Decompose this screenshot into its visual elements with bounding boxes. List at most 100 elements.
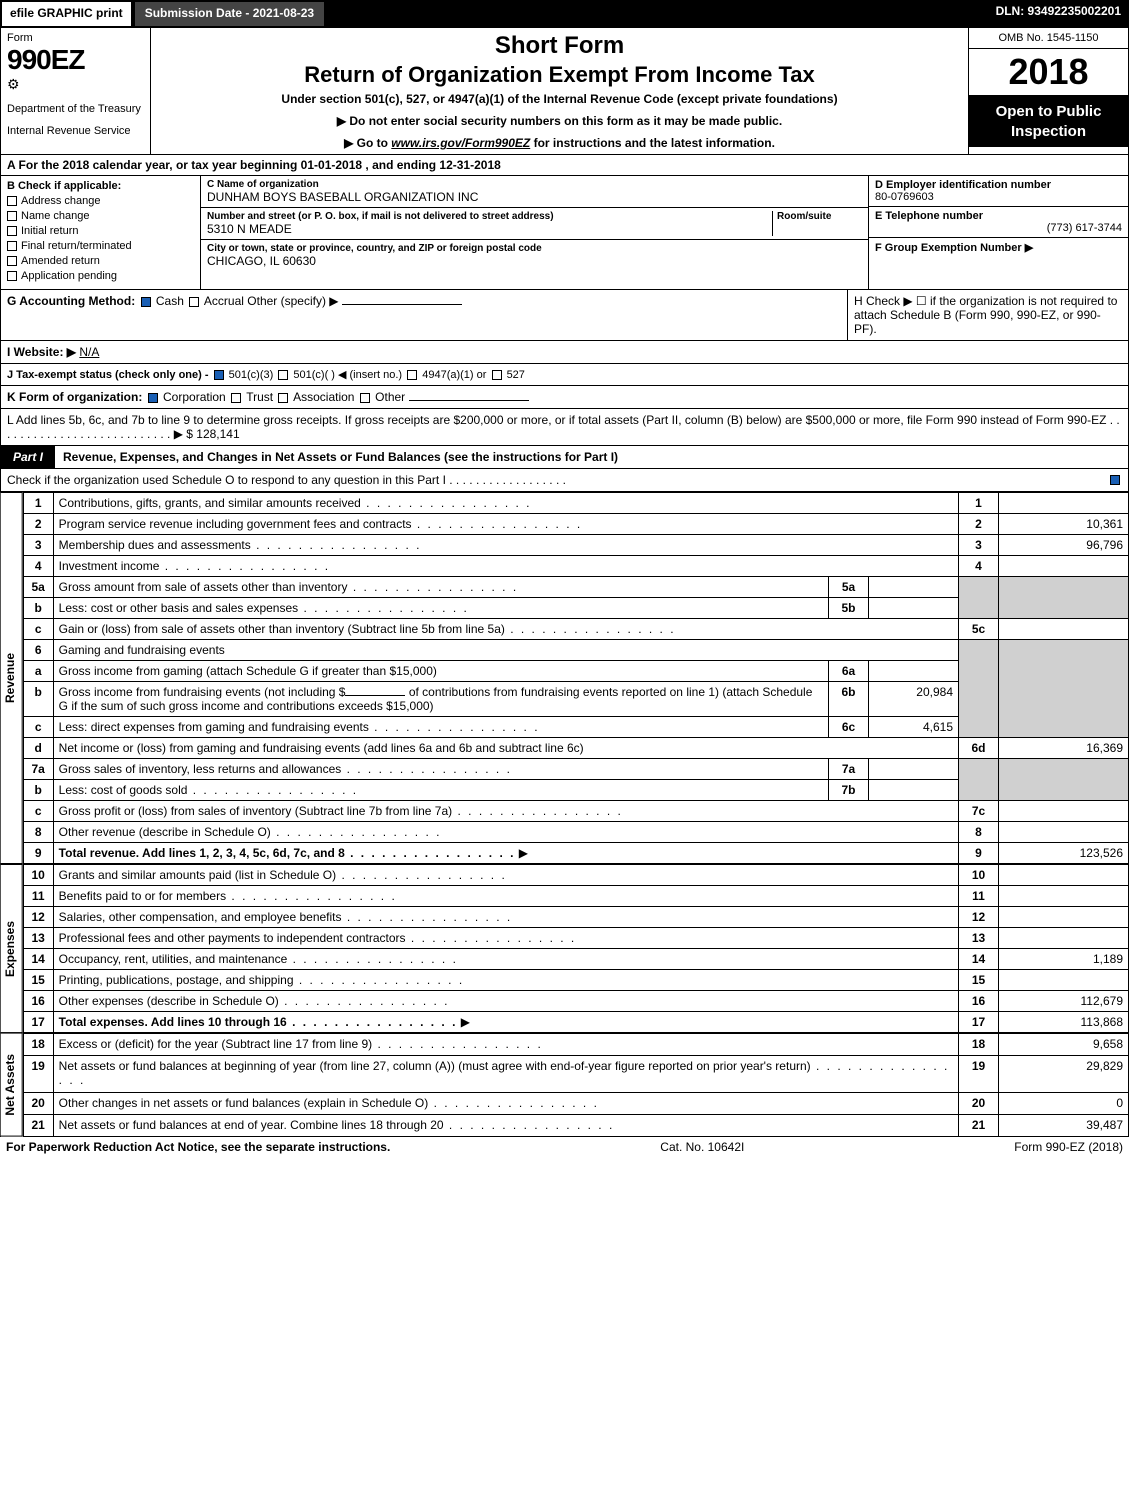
line14-num: 14 — [959, 949, 999, 970]
shade-7 — [959, 759, 999, 801]
chk-trust[interactable] — [231, 393, 241, 403]
section-j: J Tax-exempt status (check only one) - 5… — [0, 364, 1129, 386]
line5c-amt — [999, 619, 1129, 640]
g-label: G Accounting Method: — [7, 294, 135, 308]
line5a-iv — [869, 577, 959, 598]
chk-4947[interactable] — [407, 370, 417, 380]
ein-label: D Employer identification number — [875, 179, 1122, 191]
line15-amt — [999, 970, 1129, 991]
line7c-no: c — [23, 801, 53, 822]
period-label-end: , and ending — [365, 158, 439, 172]
line5c-no: c — [23, 619, 53, 640]
line1-desc: Contributions, gifts, grants, and simila… — [59, 496, 532, 510]
line7c-amt — [999, 801, 1129, 822]
line9-amt: 123,526 — [999, 843, 1129, 864]
line2-num: 2 — [959, 514, 999, 535]
line6b-desc1: Gross income from fundraising events (no… — [59, 685, 346, 699]
line7a-no: 7a — [23, 759, 53, 780]
header-left: Form 990EZ ⚙ Department of the Treasury … — [1, 28, 151, 154]
submission-date: Submission Date - 2021-08-23 — [133, 0, 326, 28]
line7b-no: b — [23, 780, 53, 801]
irs-link[interactable]: www.irs.gov/Form990EZ — [391, 136, 530, 150]
line12-no: 12 — [23, 907, 53, 928]
chk-initial-return[interactable] — [7, 226, 17, 236]
line6d-amt: 16,369 — [999, 738, 1129, 759]
line10-desc: Grants and similar amounts paid (list in… — [59, 868, 507, 882]
k-label: K Form of organization: — [7, 390, 142, 404]
line13-num: 13 — [959, 928, 999, 949]
footer-right: Form 990-EZ (2018) — [1014, 1140, 1123, 1154]
line5c-desc: Gain or (loss) from sale of assets other… — [59, 622, 676, 636]
line5b-desc: Less: cost or other basis and sales expe… — [59, 601, 469, 615]
line6d-desc: Net income or (loss) from gaming and fun… — [53, 738, 958, 759]
chk-address-change[interactable] — [7, 196, 17, 206]
goto-pre: ▶ Go to — [344, 136, 391, 150]
line5b-no: b — [23, 598, 53, 619]
chk-amended-return[interactable] — [7, 256, 17, 266]
line10-num: 10 — [959, 865, 999, 886]
line6a-iv — [869, 661, 959, 682]
chk-501c3[interactable] — [214, 370, 224, 380]
expenses-table: 10 Grants and similar amounts paid (list … — [23, 864, 1129, 1033]
line21-num: 21 — [959, 1114, 999, 1136]
topbar: efile GRAPHIC print Submission Date - 20… — [0, 0, 1129, 28]
chk-other-org[interactable] — [360, 393, 370, 403]
lbl-association: Association — [293, 390, 354, 404]
line9-desc: Total revenue. Add lines 1, 2, 3, 4, 5c,… — [59, 846, 516, 860]
open-to-public: Open to Public Inspection — [969, 96, 1128, 147]
lbl-4947: 4947(a)(1) or — [422, 369, 486, 381]
line6b-no: b — [23, 682, 53, 717]
line18-desc: Excess or (deficit) for the year (Subtra… — [59, 1037, 543, 1051]
chk-final-return[interactable] — [7, 241, 17, 251]
line13-desc: Professional fees and other payments to … — [59, 931, 577, 945]
line8-desc: Other revenue (describe in Schedule O) — [59, 825, 442, 839]
line6-desc: Gaming and fundraising events — [53, 640, 958, 661]
other-method-input[interactable] — [342, 304, 462, 305]
line4-desc: Investment income — [59, 559, 330, 573]
dept-treasury: Department of the Treasury — [7, 103, 144, 115]
line6a-desc: Gross income from gaming (attach Schedul… — [53, 661, 828, 682]
section-d-e-f: D Employer identification number 80-0769… — [868, 176, 1128, 289]
chk-527[interactable] — [492, 370, 502, 380]
chk-accrual[interactable] — [189, 297, 199, 307]
chk-corporation[interactable] — [148, 393, 158, 403]
line6b-input[interactable] — [345, 695, 405, 696]
line16-num: 16 — [959, 991, 999, 1012]
chk-schedule-o[interactable] — [1110, 475, 1120, 485]
chk-association[interactable] — [278, 393, 288, 403]
goto-post: for instructions and the latest informat… — [530, 136, 775, 150]
omb-number: OMB No. 1545-1150 — [969, 28, 1128, 49]
line7b-il: 7b — [829, 780, 869, 801]
period-end: 12-31-2018 — [439, 158, 500, 172]
lbl-other-specify: Other (specify) ▶ — [247, 294, 338, 308]
l-text: L Add lines 5b, 6c, and 7b to line 9 to … — [7, 413, 1120, 441]
lbl-cash: Cash — [156, 294, 184, 308]
line5b-iv — [869, 598, 959, 619]
line19-no: 19 — [23, 1055, 53, 1092]
chk-name-change[interactable] — [7, 211, 17, 221]
lbl-initial-return: Initial return — [21, 225, 78, 237]
other-org-input[interactable] — [409, 400, 529, 401]
chk-application-pending[interactable] — [7, 271, 17, 281]
shade-5 — [959, 577, 999, 619]
line12-num: 12 — [959, 907, 999, 928]
lbl-other-org: Other — [375, 390, 405, 404]
chk-cash[interactable] — [141, 297, 151, 307]
line3-desc: Membership dues and assessments — [59, 538, 422, 552]
line6c-desc: Less: direct expenses from gaming and fu… — [59, 720, 540, 734]
line20-desc: Other changes in net assets or fund bala… — [59, 1096, 599, 1110]
line8-no: 8 — [23, 822, 53, 843]
efile-print-label[interactable]: efile GRAPHIC print — [0, 0, 133, 28]
revenue-section: Revenue 1Contributions, gifts, grants, a… — [0, 492, 1129, 864]
chk-501c[interactable] — [278, 370, 288, 380]
side-label-netassets: Net Assets — [1, 1033, 23, 1137]
line4-amt — [999, 556, 1129, 577]
line10-amt — [999, 865, 1129, 886]
part1-tag: Part I — [1, 446, 55, 468]
line18-num: 18 — [959, 1034, 999, 1056]
line6c-il: 6c — [829, 717, 869, 738]
ein: 80-0769603 — [875, 191, 1122, 203]
line2-amt: 10,361 — [999, 514, 1129, 535]
org-name-label: C Name of organization — [207, 179, 862, 190]
period-label-a: A For the 2018 calendar year, or tax yea… — [7, 158, 301, 172]
